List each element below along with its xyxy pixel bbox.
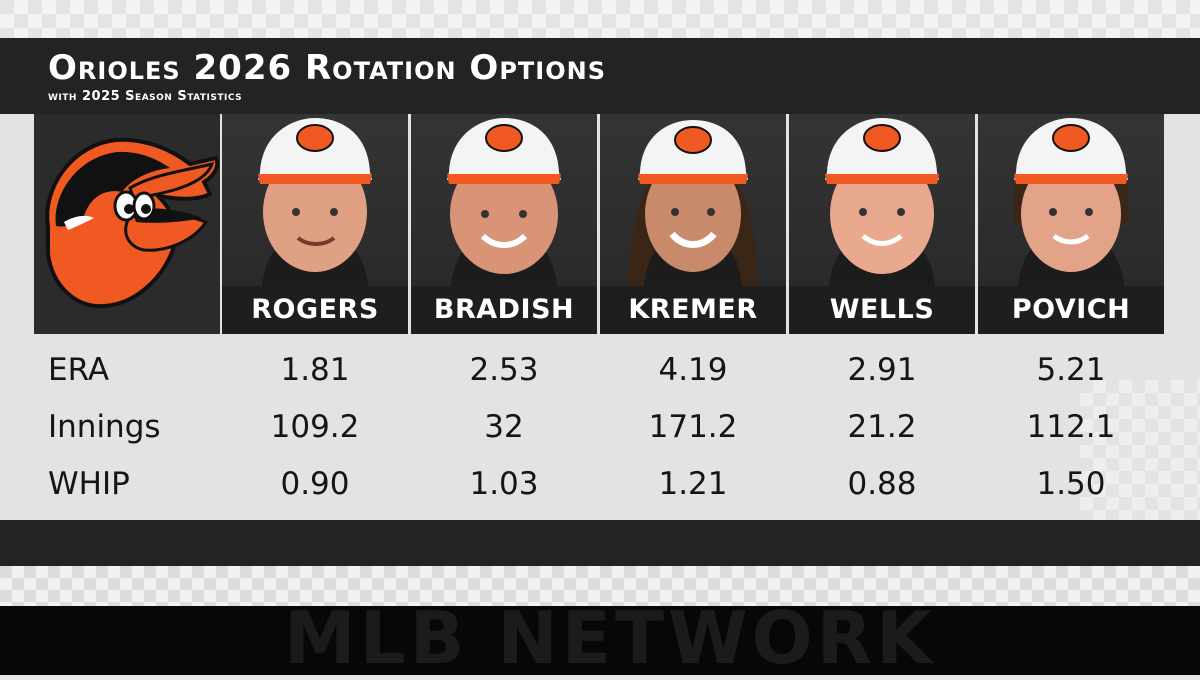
stat-value: 2.53 [469, 352, 539, 388]
name-bar [789, 286, 975, 334]
player-photo [222, 114, 408, 286]
stat-value: 1.50 [1036, 466, 1106, 502]
page-subtitle: with 2025 Season Statistics [48, 89, 243, 104]
stat-value: 21.2 [847, 409, 917, 445]
network-banner [0, 606, 1200, 675]
stat-value: 171.2 [648, 409, 738, 445]
player-tile-wells: WELLS [789, 114, 975, 334]
panel-pattern [1080, 380, 1200, 520]
name-bar [411, 286, 597, 334]
stat-value: 109.2 [270, 409, 360, 445]
player-headshot-icon [628, 120, 758, 286]
stat-value: 5.21 [1036, 352, 1106, 388]
stat-label-era: ERA [48, 352, 110, 388]
player-photo [600, 114, 786, 286]
player-headshot-icon [258, 118, 372, 286]
player-headshot-icon [447, 118, 561, 286]
stat-value: 1.21 [658, 466, 728, 502]
player-name: WELLS [829, 294, 935, 325]
header-bar [0, 38, 1200, 114]
player-tile-bradish: BRADISH [411, 114, 597, 334]
footer-bar [0, 520, 1200, 566]
player-name: POVICH [1011, 294, 1131, 325]
background-pattern-top [0, 0, 1200, 40]
stat-value: 0.90 [280, 466, 350, 502]
player-tile-povich: POVICH [978, 114, 1164, 334]
name-bar [600, 286, 786, 334]
player-headshot-icon [1014, 118, 1128, 286]
player-name: KREMER [628, 294, 758, 325]
stat-label-whip: WHIP [48, 466, 130, 502]
player-name: BRADISH [433, 294, 575, 325]
team-logo-tile [34, 114, 220, 334]
stat-value: 1.81 [280, 352, 350, 388]
stat-label-innings: Innings [48, 409, 161, 445]
name-bar [978, 286, 1164, 334]
player-tile-rogers: ROGERS [222, 114, 408, 334]
stat-value: 112.1 [1026, 409, 1116, 445]
player-headshot-icon [825, 118, 939, 286]
stat-value: 4.19 [658, 352, 728, 388]
stat-value: 2.91 [847, 352, 917, 388]
stat-value: 32 [484, 409, 524, 445]
player-tile-kremer: KREMER [600, 114, 786, 334]
stat-value: 1.03 [469, 466, 539, 502]
player-photo [978, 114, 1164, 286]
page-title: Orioles 2026 Rotation Options [48, 48, 606, 88]
player-photo [411, 114, 597, 286]
player-photo [789, 114, 975, 286]
stat-value: 0.88 [847, 466, 917, 502]
network-watermark: MLB NETWORK [284, 596, 936, 680]
player-name: ROGERS [251, 294, 379, 325]
background-pattern-bottom [0, 566, 1200, 606]
orioles-logo-icon [45, 137, 220, 309]
name-bar [222, 286, 408, 334]
